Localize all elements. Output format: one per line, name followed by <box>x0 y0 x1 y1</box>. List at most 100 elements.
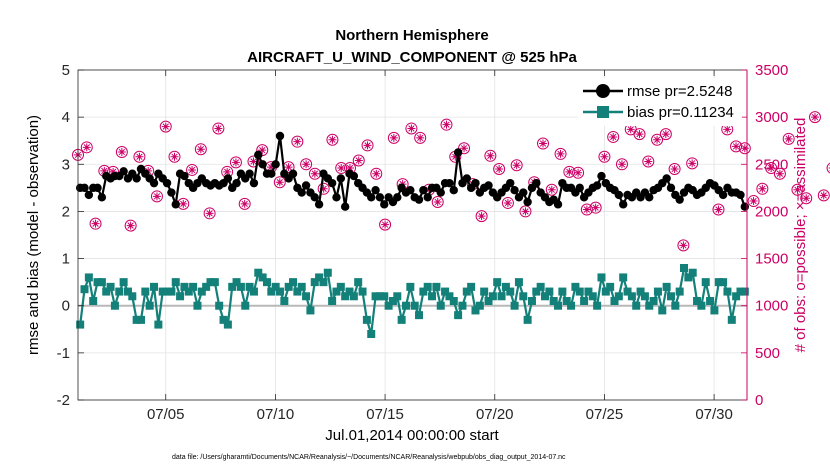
bias-point <box>649 297 658 305</box>
obs-possible-circle <box>186 163 199 176</box>
obs-assimilated-cross <box>574 168 583 177</box>
rmse-point <box>532 178 541 188</box>
obs-count-point <box>379 218 392 231</box>
bias-point <box>332 287 341 296</box>
bias-point <box>136 315 145 324</box>
rmse-point <box>288 169 298 178</box>
obs-assimilated-cross <box>653 135 662 144</box>
obs-assimilated-cross <box>240 199 249 208</box>
obs-possible-circle <box>738 142 751 155</box>
y-tick-label-7: 5 <box>62 62 70 79</box>
obs-possible-circle <box>747 195 760 208</box>
bias-point <box>540 292 549 301</box>
obs-possible-circle <box>642 155 655 168</box>
obs-assimilated-cross <box>284 163 293 172</box>
y2-tick-label-1: 500 <box>755 345 780 362</box>
rmse-point <box>436 188 445 197</box>
obs-possible-circle <box>379 218 392 231</box>
bias-point <box>102 287 111 296</box>
rmse-point <box>271 160 280 169</box>
rmse-point <box>592 181 602 190</box>
rmse-point <box>97 193 107 202</box>
obs-possible-circle <box>273 176 286 189</box>
obs-count-point <box>115 146 128 159</box>
obs-count-point <box>475 210 488 223</box>
rmse-point <box>332 193 341 202</box>
y-tick-label-3: 1 <box>62 251 70 268</box>
obs-assimilated-cross <box>767 164 776 173</box>
bias-point <box>362 315 371 324</box>
bias-point <box>506 287 515 296</box>
rmse-point <box>506 178 515 188</box>
rmse-point <box>349 171 359 181</box>
obs-assimilated-cross <box>135 152 144 161</box>
obs-assimilated-cross <box>381 220 390 229</box>
bias-point <box>393 292 402 301</box>
y2-tick-label-3: 1500 <box>755 251 788 268</box>
y-tick-label-0: -2 <box>57 392 70 409</box>
obs-count-point <box>712 203 725 216</box>
obs-assimilated-cross <box>688 159 697 168</box>
obs-possible-circle <box>159 120 172 133</box>
bias-point <box>415 311 424 320</box>
obs-assimilated-cross <box>109 167 118 176</box>
obs-count-point <box>738 142 751 155</box>
obs-count-point <box>308 167 321 180</box>
obs-possible-circle <box>659 128 672 141</box>
bias-point <box>536 282 545 291</box>
rmse-point <box>340 202 350 211</box>
bias-point <box>193 301 202 310</box>
y2-axis-label: # of obs: o=possible; ×=assimilated <box>792 118 809 353</box>
bias-point <box>488 292 497 301</box>
obs-possible-circle <box>326 133 339 146</box>
bias-point <box>388 297 397 305</box>
obs-assimilated-cross <box>161 122 170 131</box>
bias-point <box>727 315 736 324</box>
obs-assimilated-cross <box>503 198 512 207</box>
bias-point <box>454 311 463 320</box>
obs-assimilated-cross <box>679 241 688 250</box>
bias-point <box>401 301 410 310</box>
obs-count-point <box>458 142 471 155</box>
y-tick-label-6: 4 <box>62 109 70 126</box>
obs-possible-circle <box>212 122 225 135</box>
rmse-point <box>597 171 606 181</box>
y-axis-left: -2 -1 0 1 2 3 4 5 <box>57 62 84 409</box>
bias-point <box>706 297 715 305</box>
bias-point <box>189 282 198 291</box>
obs-assimilated-cross <box>117 148 126 157</box>
rmse-point <box>718 190 728 200</box>
rmse-point <box>232 178 241 188</box>
rmse-point <box>132 174 141 183</box>
y-axis-right: 0 500 1000 1500 2000 2500 3000 3500 <box>741 62 788 409</box>
rmse-point <box>223 174 233 183</box>
obs-count-point <box>387 131 400 144</box>
chart-subtitle: AIRCRAFT_U_WIND_COMPONENT @ 525 hPa <box>247 49 577 66</box>
obs-assimilated-cross <box>521 207 530 216</box>
bias-point <box>441 287 450 296</box>
bias-point <box>597 273 606 282</box>
obs-count-point <box>572 166 585 179</box>
bias-point <box>267 287 276 296</box>
bias-point <box>110 301 119 310</box>
rmse-point <box>406 186 415 195</box>
obs-count-point <box>651 133 664 146</box>
obs-count-point <box>493 163 506 175</box>
rmse-series <box>75 131 750 211</box>
bias-point <box>276 287 285 296</box>
obs-possible-circle <box>580 203 593 216</box>
obs-count-point <box>186 163 199 176</box>
bias-point <box>584 287 593 296</box>
obs-count-point <box>80 141 93 154</box>
bias-point <box>558 287 567 296</box>
obs-count-point <box>150 190 163 203</box>
obs-assimilated-cross <box>223 167 232 176</box>
obs-possible-circle <box>817 189 830 202</box>
bias-point <box>445 292 454 301</box>
rmse-point <box>662 174 671 183</box>
bias-point <box>341 292 350 301</box>
rmse-point <box>119 167 128 176</box>
bias-point <box>449 297 458 305</box>
rmse-point <box>297 188 306 197</box>
